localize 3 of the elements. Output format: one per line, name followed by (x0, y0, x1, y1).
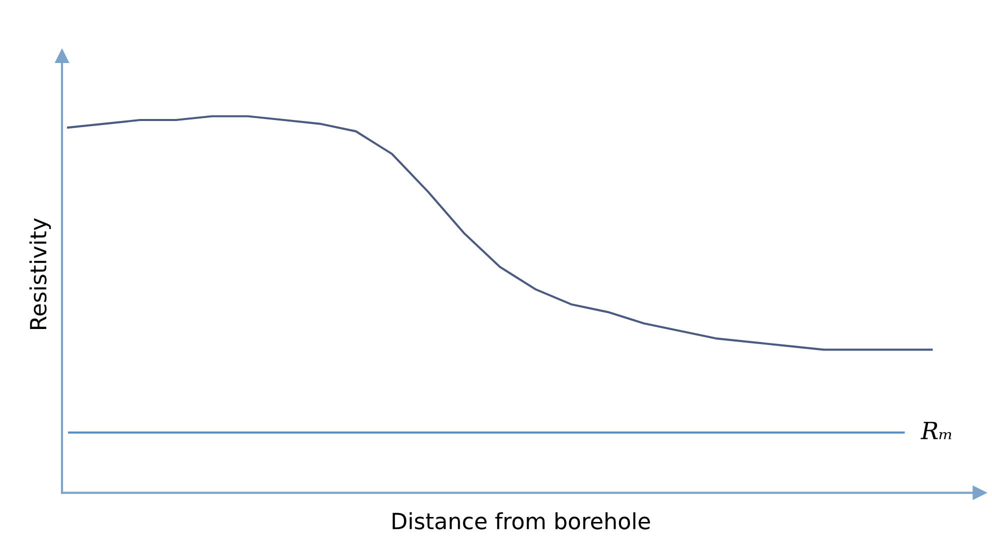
y-axis-title: Resistivity (29, 218, 51, 329)
ref-line-label: Rₘ (920, 422, 952, 440)
x-axis-title: Distance from borehole (392, 512, 650, 530)
